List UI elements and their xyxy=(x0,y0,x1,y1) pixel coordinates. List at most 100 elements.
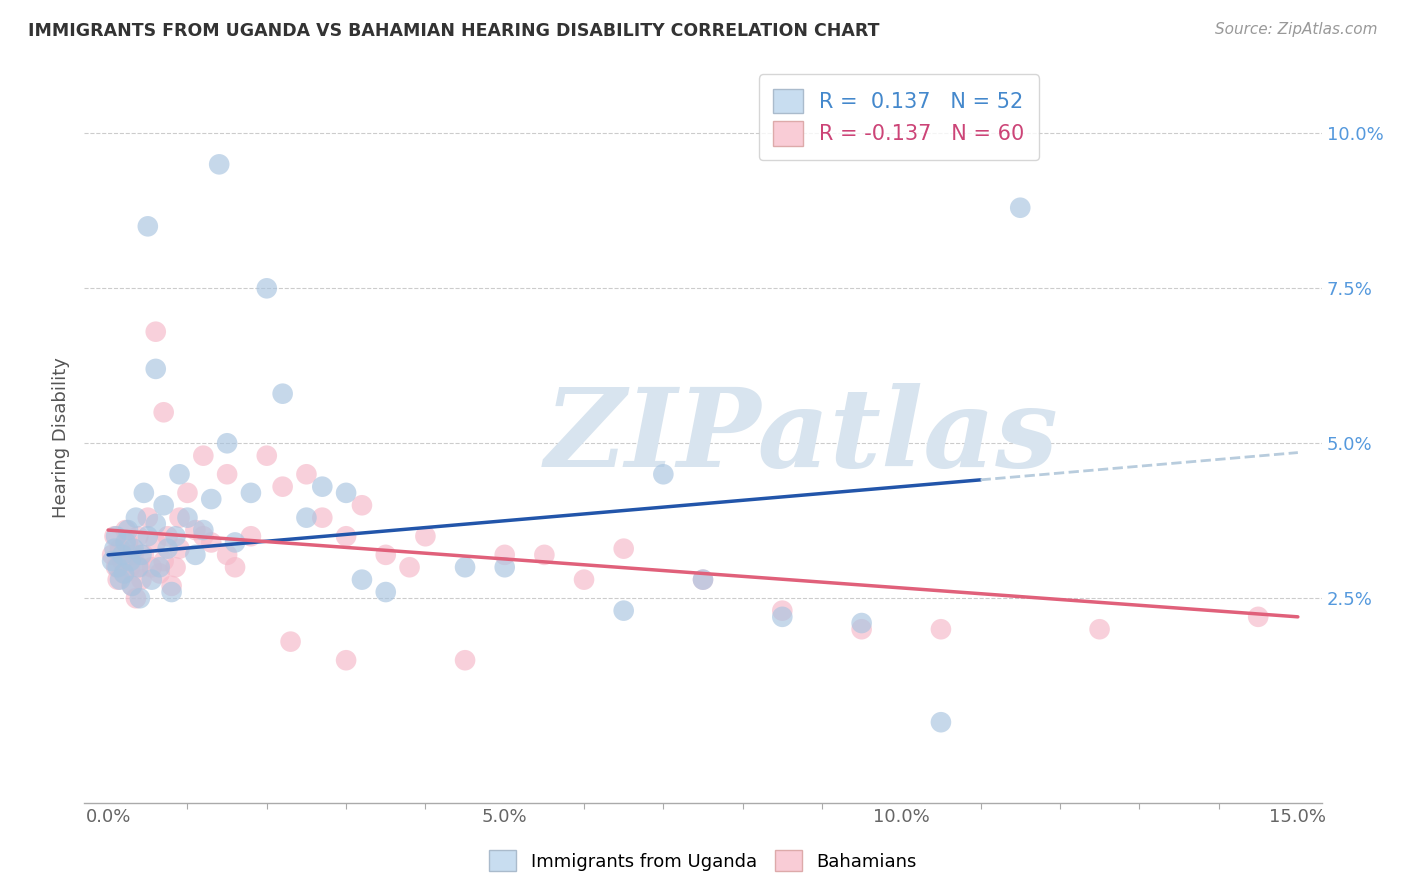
Point xyxy=(121,579,143,593)
Point xyxy=(256,281,278,295)
Legend: Immigrants from Uganda, Bahamians: Immigrants from Uganda, Bahamians xyxy=(482,843,924,879)
Point xyxy=(114,535,136,549)
Point xyxy=(929,715,952,730)
Point xyxy=(652,467,675,482)
Point xyxy=(120,554,142,568)
Point xyxy=(454,560,477,574)
Point xyxy=(1010,201,1032,215)
Point xyxy=(128,560,150,574)
Point xyxy=(111,548,134,562)
Point xyxy=(613,604,636,618)
Point xyxy=(169,541,191,556)
Point xyxy=(136,510,159,524)
Point xyxy=(692,573,714,587)
Point xyxy=(160,585,183,599)
Point xyxy=(256,449,278,463)
Point xyxy=(193,529,215,543)
Point xyxy=(108,541,131,556)
Point xyxy=(132,548,155,562)
Point xyxy=(127,529,149,543)
Point xyxy=(239,529,262,543)
Point xyxy=(111,554,134,568)
Point xyxy=(169,467,191,482)
Point xyxy=(311,480,333,494)
Point xyxy=(692,573,714,587)
Point xyxy=(152,554,174,568)
Point xyxy=(224,535,246,549)
Point xyxy=(350,573,373,587)
Point xyxy=(152,405,174,419)
Point xyxy=(125,510,148,524)
Point xyxy=(127,560,149,574)
Point xyxy=(112,566,135,581)
Point xyxy=(105,529,128,543)
Point xyxy=(271,386,294,401)
Point xyxy=(770,604,793,618)
Point xyxy=(122,541,145,556)
Point xyxy=(141,560,163,574)
Point xyxy=(224,560,246,574)
Point xyxy=(114,523,136,537)
Point xyxy=(929,622,952,636)
Point xyxy=(169,510,191,524)
Point xyxy=(165,560,187,574)
Point xyxy=(149,566,172,581)
Point xyxy=(851,622,873,636)
Point xyxy=(184,548,207,562)
Point xyxy=(145,325,167,339)
Point xyxy=(136,529,159,543)
Point xyxy=(193,449,215,463)
Point xyxy=(156,541,179,556)
Text: IMMIGRANTS FROM UGANDA VS BAHAMIAN HEARING DISABILITY CORRELATION CHART: IMMIGRANTS FROM UGANDA VS BAHAMIAN HEARI… xyxy=(28,22,880,40)
Point xyxy=(145,516,167,531)
Point xyxy=(217,467,239,482)
Point xyxy=(280,634,302,648)
Text: ZIPatlas: ZIPatlas xyxy=(546,384,1059,491)
Point xyxy=(149,560,172,574)
Point xyxy=(125,591,148,606)
Point xyxy=(108,573,131,587)
Point xyxy=(200,491,222,506)
Point xyxy=(335,486,357,500)
Point xyxy=(193,523,215,537)
Point xyxy=(613,541,636,556)
Point xyxy=(200,535,222,549)
Point xyxy=(156,529,179,543)
Point xyxy=(494,548,516,562)
Point xyxy=(335,529,357,543)
Point xyxy=(145,535,167,549)
Point xyxy=(131,573,153,587)
Point xyxy=(131,548,153,562)
Point xyxy=(770,610,793,624)
Point xyxy=(176,486,198,500)
Point xyxy=(374,548,396,562)
Point xyxy=(107,560,129,574)
Point xyxy=(105,560,128,574)
Point xyxy=(415,529,437,543)
Point xyxy=(117,523,139,537)
Point xyxy=(374,585,396,599)
Point xyxy=(271,480,294,494)
Point xyxy=(350,498,373,512)
Point xyxy=(145,362,167,376)
Point xyxy=(160,579,183,593)
Point xyxy=(217,548,239,562)
Point xyxy=(572,573,595,587)
Y-axis label: Hearing Disability: Hearing Disability xyxy=(52,357,70,517)
Point xyxy=(152,498,174,512)
Legend: R =  0.137   N = 52, R = -0.137   N = 60: R = 0.137 N = 52, R = -0.137 N = 60 xyxy=(759,74,1039,160)
Point xyxy=(398,560,420,574)
Point xyxy=(851,615,873,630)
Point xyxy=(335,653,357,667)
Point xyxy=(311,510,333,524)
Point xyxy=(128,591,150,606)
Point xyxy=(121,579,143,593)
Point xyxy=(533,548,555,562)
Point xyxy=(1088,622,1111,636)
Point xyxy=(239,486,262,500)
Point xyxy=(136,219,159,234)
Point xyxy=(103,529,125,543)
Point xyxy=(494,560,516,574)
Point xyxy=(295,467,318,482)
Point xyxy=(107,573,129,587)
